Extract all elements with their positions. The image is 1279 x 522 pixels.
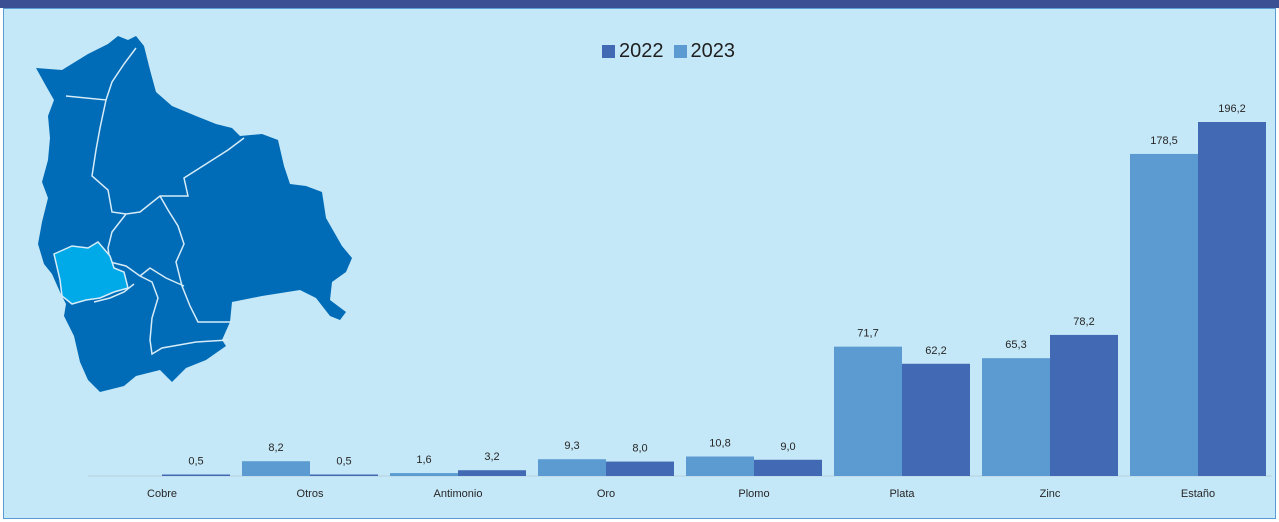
bar-2023-antimonio: [390, 473, 458, 476]
data-label-2023-estaño: 178,5: [1150, 135, 1178, 147]
legend-item-2022: 2022: [602, 40, 664, 63]
data-label-2022-cobre: 0,5: [188, 456, 203, 468]
legend-item-2023: 2023: [673, 39, 736, 63]
bar-2022-cobre: [162, 474, 230, 476]
legend-label-2023: 2023: [690, 39, 736, 62]
data-label-2022-estaño: 196,2: [1218, 103, 1246, 115]
bar-2022-oro: [606, 461, 674, 476]
data-label-2023-otros: 8,2: [268, 442, 283, 454]
header-bar: [0, 0, 1279, 8]
bar-2023-zinc: [982, 358, 1050, 476]
x-tick-label-oro: Oro: [597, 488, 615, 500]
data-label-2023-antimonio: 1,6: [416, 454, 431, 466]
x-tick-label-cobre: Cobre: [147, 488, 177, 500]
bar-2022-antimonio: [458, 470, 526, 476]
bar-2023-oro: [538, 459, 606, 476]
x-tick-label-plata: Plata: [889, 488, 915, 500]
bar-2023-plomo: [686, 456, 754, 476]
x-tick-label-otros: Otros: [297, 488, 324, 500]
legend-label-2022: 2022: [619, 39, 664, 62]
legend-swatch-2022: [602, 44, 615, 58]
bar-2023-plata: [834, 346, 902, 476]
x-tick-label-estaño: Estaño: [1181, 488, 1215, 500]
bar-2023-otros: [242, 461, 310, 476]
data-label-2022-plomo: 9,0: [780, 441, 795, 453]
bar-2022-plata: [902, 363, 970, 476]
bar-2022-plomo: [754, 459, 822, 476]
x-tick-label-antimonio: Antimonio: [434, 488, 483, 500]
chart-legend: 2022 2023: [602, 39, 745, 63]
map-country-shape: [36, 36, 352, 392]
x-tick-label-zinc: Zinc: [1040, 488, 1061, 500]
bar-2022-otros: [310, 474, 378, 476]
data-label-2023-oro: 9,3: [564, 440, 579, 452]
bar-2022-estaño: [1198, 122, 1266, 476]
bar-2023-estaño: [1130, 153, 1198, 476]
bar-2022-zinc: [1050, 334, 1118, 476]
data-label-2022-oro: 8,0: [632, 443, 647, 455]
map-highlighted-department: [53, 241, 129, 305]
data-label-2022-otros: 0,5: [336, 456, 351, 468]
map-department-borders: [65, 47, 245, 356]
data-label-2023-plomo: 10,8: [709, 438, 730, 450]
legend-swatch-2023: [673, 44, 687, 58]
data-label-2022-plata: 62,2: [925, 345, 946, 357]
data-label-2022-antimonio: 3,2: [484, 451, 499, 463]
data-label-2022-zinc: 78,2: [1073, 316, 1094, 328]
x-tick-label-plomo: Plomo: [738, 488, 769, 500]
data-label-2023-zinc: 65,3: [1005, 339, 1026, 351]
data-label-2023-plata: 71,7: [857, 328, 878, 340]
